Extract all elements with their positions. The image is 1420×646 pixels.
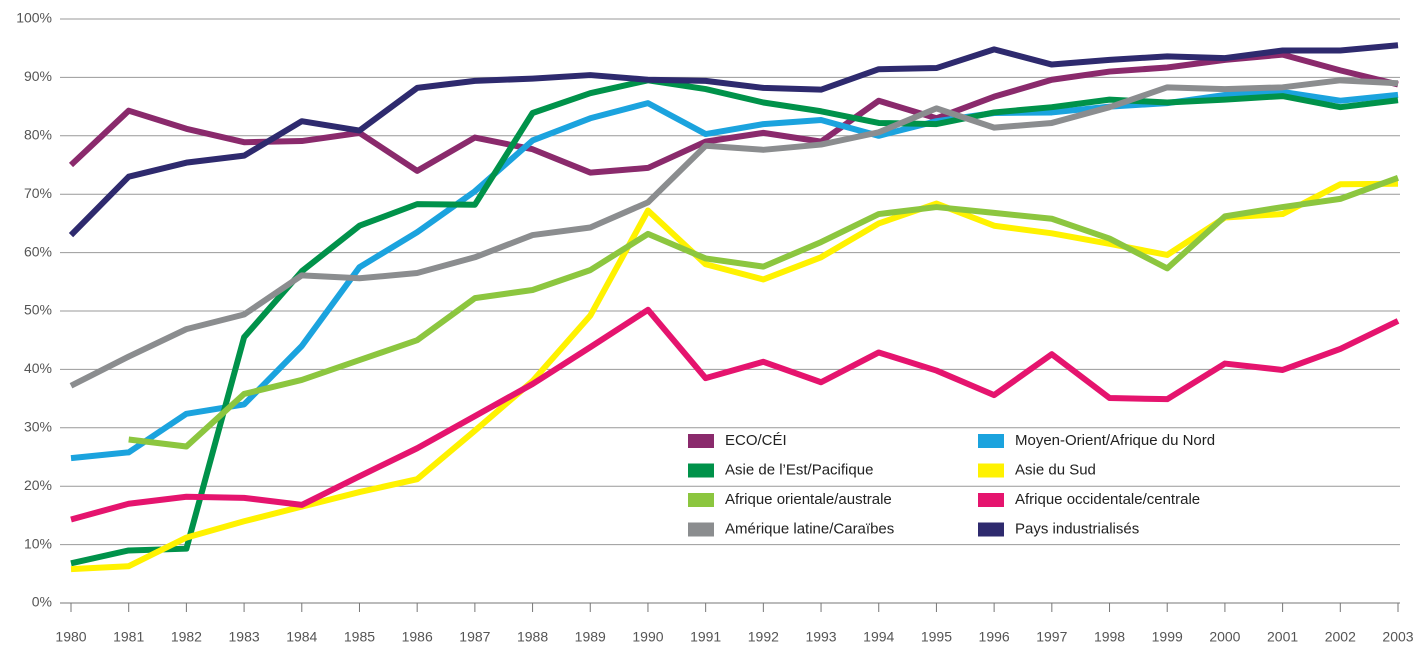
x-tick-label: 1997	[1036, 629, 1067, 645]
series-line	[70, 180, 1399, 573]
y-tick-label: 100%	[16, 10, 52, 26]
x-tick-label: 1996	[979, 629, 1010, 645]
x-tick-label: 1995	[921, 629, 952, 645]
y-tick-label: 20%	[24, 477, 52, 493]
x-tick-label: 1985	[344, 629, 375, 645]
series-line	[68, 51, 1399, 176]
x-tick-label: 1990	[632, 629, 663, 645]
y-tick-label: 90%	[24, 68, 52, 84]
legend-swatch	[978, 522, 1004, 537]
x-tick-label: 1987	[459, 629, 490, 645]
x-tick-label: 2000	[1209, 629, 1240, 645]
x-tick-label: 1991	[690, 629, 721, 645]
x-tick-label: 1986	[402, 629, 433, 645]
series-line	[70, 306, 1400, 523]
legend-label: Asie de l’Est/Pacifique	[725, 461, 873, 478]
y-tick-label: 10%	[24, 535, 52, 551]
legend-label: Afrique occidentale/centrale	[1015, 491, 1200, 508]
y-tick-label: 60%	[24, 243, 52, 259]
legend-swatch	[688, 522, 714, 537]
legend-swatch	[978, 434, 1004, 448]
legend-label: Amérique latine/Caraïbes	[725, 520, 894, 537]
x-tick-label: 1998	[1094, 629, 1125, 645]
legend-label: ECO/CÉI	[725, 432, 787, 449]
series-line	[69, 77, 1399, 389]
y-tick-label: 40%	[24, 360, 52, 376]
y-tick-label: 30%	[24, 419, 52, 435]
y-tick-label: 0%	[32, 594, 52, 610]
x-tick-label: 1984	[286, 629, 317, 645]
x-tick-label: 2002	[1325, 629, 1356, 645]
x-tick-label: 1992	[748, 629, 779, 645]
series-line	[128, 175, 1400, 450]
x-tick-label: 1980	[55, 629, 86, 645]
x-tick-label: 1999	[1152, 629, 1183, 645]
x-tick-label: 2001	[1267, 629, 1298, 645]
legend-swatch	[688, 434, 714, 448]
legend-label: Moyen-Orient/Afrique du Nord	[1015, 432, 1215, 449]
x-tick-label: 1993	[805, 629, 836, 645]
x-tick-label: 1981	[113, 629, 144, 645]
x-tick-label: 1982	[171, 629, 202, 645]
legend-label: Afrique orientale/australe	[725, 491, 892, 508]
y-tick-label: 50%	[24, 302, 52, 318]
legend-label: Asie du Sud	[1015, 461, 1096, 478]
legend-label: Pays industrialisés	[1015, 520, 1139, 537]
y-tick-label: 70%	[24, 185, 52, 201]
legend-swatch	[688, 493, 714, 507]
legend-swatch	[978, 463, 1004, 478]
legend-swatch	[688, 463, 714, 478]
legend-swatch	[978, 493, 1004, 507]
x-tick-label: 1994	[863, 629, 894, 645]
x-tick-label: 1983	[229, 629, 260, 645]
series-line	[68, 42, 1399, 238]
y-tick-label: 80%	[24, 127, 52, 143]
x-tick-label: 2003	[1382, 629, 1413, 645]
x-tick-label: 1988	[517, 629, 548, 645]
x-tick-label: 1989	[575, 629, 606, 645]
